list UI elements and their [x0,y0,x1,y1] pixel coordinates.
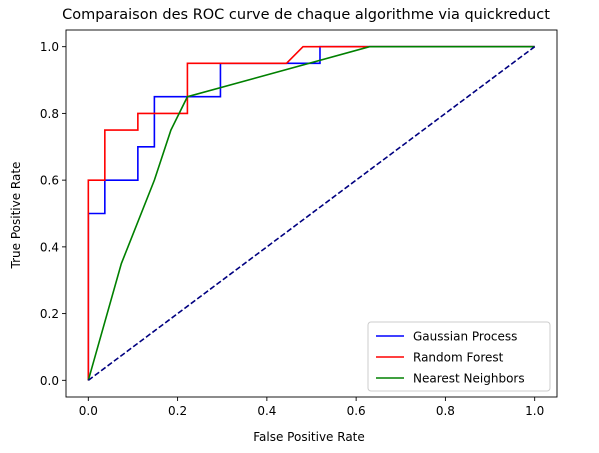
y-tick-label: 0.2 [40,307,59,321]
legend: Gaussian Process Random Forest Nearest Nei… [367,321,551,392]
legend-box [367,321,551,392]
x-tick-label: 0.4 [257,404,276,418]
series-line-2 [87,45,535,381]
series-line-1 [87,45,535,381]
axis-layer: 0.0 0.2 0.4 0.6 0.8 1.0 0.0 0.2 0.4 0.6 0.8 1.0 [40,40,544,418]
y-tick-label: 0.0 [40,374,59,388]
x-axis-label: False Positive Rate [253,430,365,444]
y-tick-label: 0.6 [40,174,59,188]
plot-frame [65,29,558,398]
x-tick-label: 0.8 [436,404,455,418]
x-tick-label: 0.0 [79,404,98,418]
legend-label: Gaussian Process [413,330,517,344]
x-tick-label: 1.0 [525,404,544,418]
y-tick-label: 1.0 [40,40,59,54]
y-axis-label: True Positive Rate [9,162,23,270]
y-tick-label: 0.4 [40,240,59,254]
legend-label: Random Forest [413,351,504,365]
x-tick-label: 0.6 [347,404,366,418]
y-tick-label: 0.8 [40,107,59,121]
diagonal-reference-line [87,46,536,381]
series-layer [87,45,536,381]
series-line-0 [87,45,535,381]
x-tick-label: 0.2 [168,404,187,418]
chart-title: Comparaison des ROC curve de chaque algo… [62,7,550,23]
legend-label: Nearest Neighbors [413,372,525,386]
